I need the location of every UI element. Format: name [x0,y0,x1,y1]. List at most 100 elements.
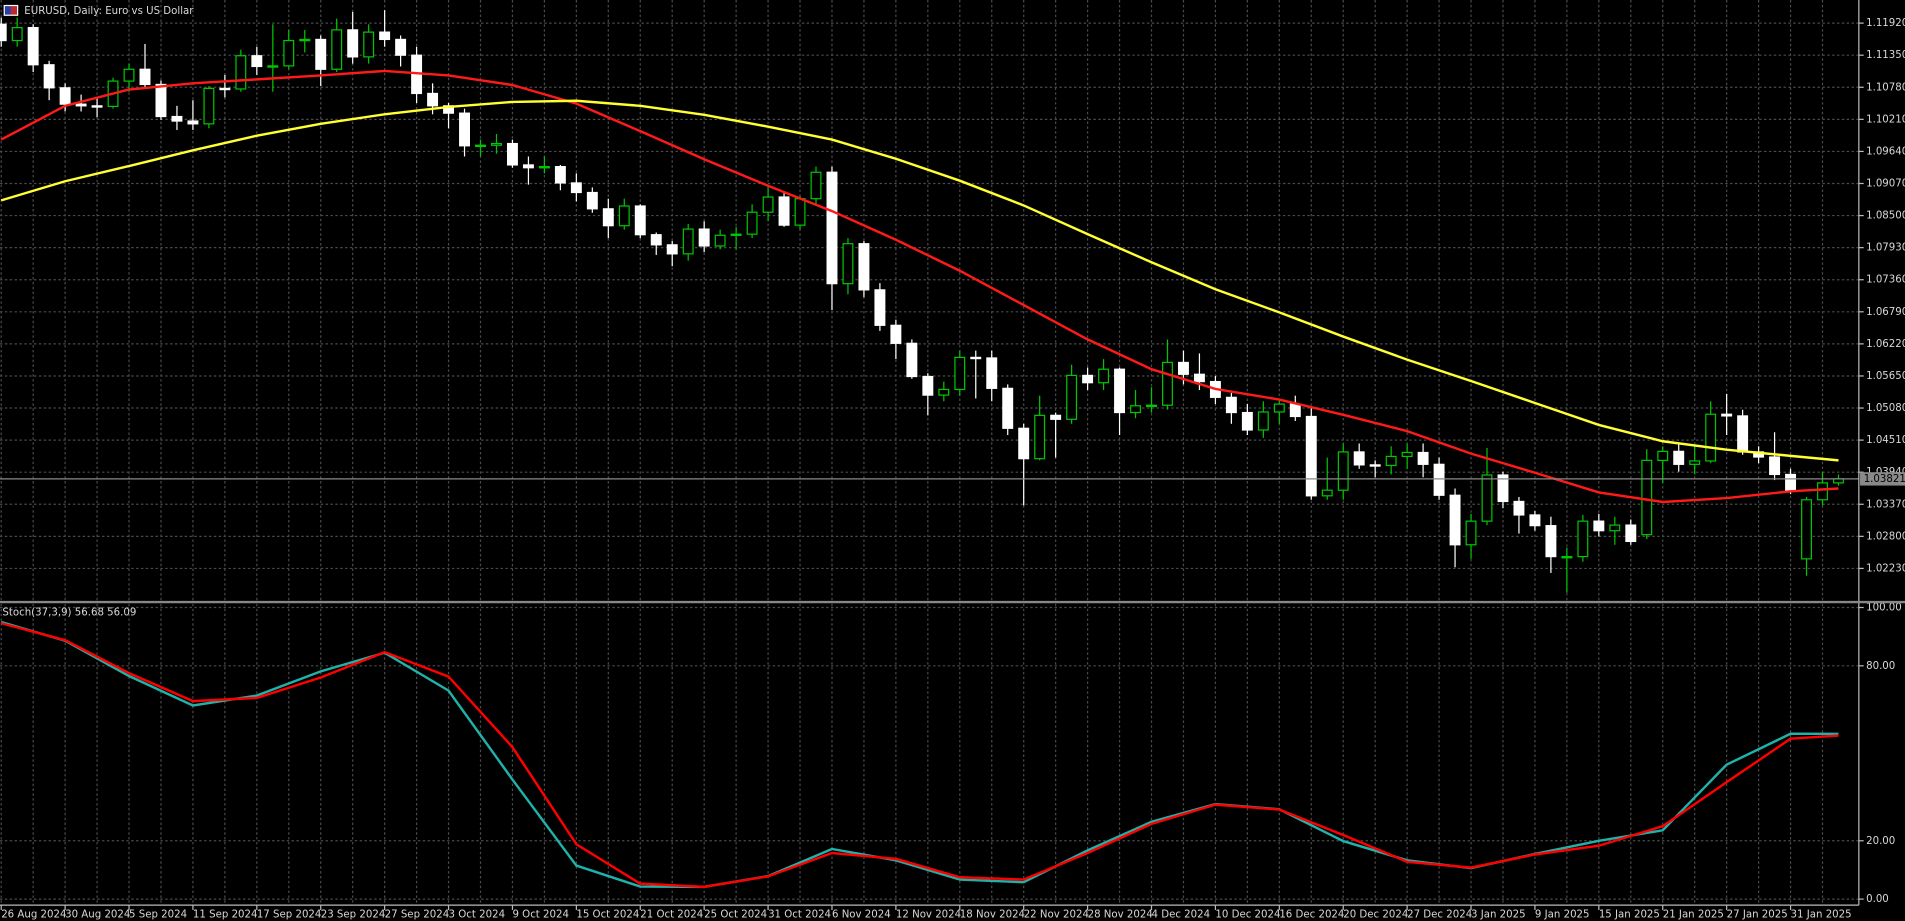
candle-body [1193,373,1205,383]
candle-body [842,243,854,285]
x-tick-label: 10 Dec 2024 [1215,909,1280,920]
plot-layer [0,0,1859,906]
candle-body [1321,489,1333,497]
y-tick-label: 1.07360 [1866,275,1905,286]
candle-body [570,182,582,194]
candle-body [586,191,598,210]
x-tick-label: 18 Nov 2024 [960,909,1025,920]
x-tick-label: 31 Jan 2025 [1791,909,1852,920]
x-tick-label: 15 Oct 2024 [576,909,639,920]
candle-body [379,31,391,41]
candle-body [698,228,710,247]
candle-body [538,166,550,169]
y-tick-label: 1.09640 [1866,146,1905,157]
candle-body [1146,404,1157,408]
candle-body [938,388,950,396]
x-tick-label: 9 Oct 2024 [512,909,569,920]
x-tick-label: 25 Oct 2024 [704,909,767,920]
candle-body [1130,405,1141,414]
candle-body [1417,451,1429,465]
candle-body [1673,450,1685,465]
candle-body [1785,473,1797,491]
candle-body [922,375,934,396]
candle-body [427,92,439,107]
candle-body [602,208,614,227]
candle-body [1705,413,1717,462]
candle-body [794,198,806,226]
candle-body [1433,463,1445,496]
candle-body [155,83,167,118]
icon-flag-eu [4,6,11,15]
x-tick-label: 3 Jan 2025 [1471,909,1526,920]
x-tick-label: 15 Jan 2025 [1599,909,1660,920]
x-tick-label: 11 Sep 2024 [193,909,258,920]
x-tick-label: 23 Sep 2024 [321,909,386,920]
y-tick-label: 1.09070 [1866,179,1905,190]
candle-body [1162,361,1173,406]
y-tick-label: 1.06790 [1866,307,1905,318]
chart-title: EURUSD, Daily: Euro vs US Dollar [24,6,194,17]
x-tick-label: 27 Jan 2025 [1727,909,1788,920]
candle-body [714,234,726,247]
y-tick-label: 80.00 [1866,661,1895,672]
candle-body [954,356,966,391]
candle-body [522,164,534,169]
candle-body [554,166,566,184]
candle-body [139,68,151,86]
candle-body [1002,387,1014,429]
candle-body [778,196,790,226]
candle-body [1513,500,1525,516]
candle-body [1657,450,1669,461]
candle-body [1401,451,1413,458]
y-tick-label: 1.11350 [1866,50,1905,61]
candle-body [1289,403,1301,418]
candle-body [1545,525,1557,558]
candle-body [91,105,103,108]
y-tick-label: 1.02230 [1866,563,1905,574]
candle-body [59,87,71,105]
candle-body [315,38,327,70]
candle-body [1114,368,1126,414]
candle-body [1721,413,1733,417]
candle-body [874,289,886,326]
candle-body [1385,455,1397,467]
x-tick-label: 26 Aug 2024 [1,909,66,920]
candle-body [1018,427,1030,460]
candle-body [1641,459,1653,536]
candle-body [1082,374,1094,384]
candle-body [730,233,742,236]
symbol-icon [3,4,19,16]
stochastic-line [0,620,1839,889]
current-price-label: 1.03821 [1864,474,1905,485]
candle-body [347,29,359,58]
x-tick-label: 12 Nov 2024 [896,909,961,920]
x-tick-label: 16 Dec 2024 [1279,909,1344,920]
candle-body [1449,494,1461,546]
y-tick-label: 1.05650 [1866,371,1905,382]
candle-body [1066,374,1078,420]
candle-body [1497,474,1509,503]
candle-body [826,171,838,285]
x-tick-label: 17 Sep 2024 [257,909,322,920]
candle-body [1225,396,1237,414]
y-tick-label: 1.03370 [1866,499,1905,510]
candle-body [1481,474,1493,522]
x-tick-label: 21 Oct 2024 [640,909,703,920]
candle-body [0,23,7,42]
candle-body [459,112,470,147]
candle-body [1353,451,1365,466]
y-tick-label: 1.02800 [1866,531,1905,542]
x-tick-label: 28 Nov 2024 [1088,909,1153,920]
x-tick-label: 20 Dec 2024 [1343,909,1408,920]
candle-body [1050,414,1062,420]
candle-body [1369,464,1381,467]
candle-body [203,87,215,125]
x-tick-label: 27 Dec 2024 [1407,909,1472,920]
candle-body [650,234,662,246]
candle-body [123,68,135,82]
candle-body [618,205,630,227]
candle-body [491,142,502,146]
candle-body [1241,411,1253,431]
